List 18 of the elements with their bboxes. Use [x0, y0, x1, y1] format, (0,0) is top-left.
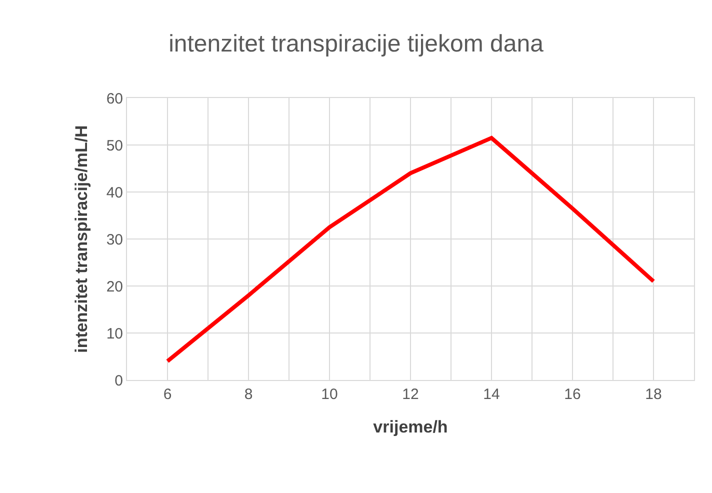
y-axis-title: intenzitet transpiracije/mL/H	[72, 125, 91, 353]
x-tick-label: 14	[483, 386, 500, 403]
x-axis-title: vrijeme/h	[373, 417, 448, 436]
x-tick-label: 12	[402, 386, 419, 403]
y-tick-label: 20	[106, 278, 123, 296]
y-tick-label: 60	[106, 90, 123, 108]
x-tick-label: 8	[244, 386, 253, 403]
y-tick-label: 0	[114, 372, 123, 390]
y-tick-label: 50	[106, 137, 123, 154]
x-tick-label: 18	[645, 386, 662, 403]
line-series	[166, 136, 656, 364]
y-tick-label: 30	[106, 231, 123, 248]
x-tick-label: 6	[163, 386, 172, 403]
y-tick-label: 10	[106, 325, 123, 342]
y-tick-label: 40	[106, 184, 123, 202]
chart-title: intenzitet transpiracije tijekom dana	[168, 30, 544, 58]
x-tick-label: 16	[564, 386, 581, 403]
x-tick-label: 10	[321, 386, 338, 403]
